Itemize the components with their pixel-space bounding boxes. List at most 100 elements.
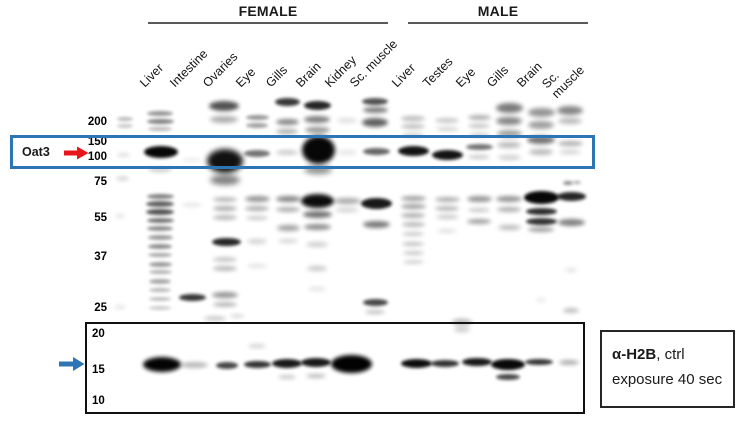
lane-label-male-brain: Brain [514, 59, 545, 90]
lower-blot-border [85, 322, 585, 414]
blot-band [466, 196, 492, 202]
blot-band [146, 217, 174, 223]
group-underline-female [148, 22, 388, 24]
blot-band [146, 118, 174, 124]
blot-band [454, 326, 470, 332]
blot-band [114, 214, 126, 218]
blot-band [180, 362, 208, 368]
blot-band [465, 144, 493, 150]
blot-band [307, 265, 327, 271]
blot-band [212, 292, 238, 298]
blot-band [304, 166, 332, 174]
blot-band [243, 360, 271, 368]
blot-band [330, 355, 372, 373]
blot-band [216, 361, 238, 369]
blot-band [496, 374, 520, 380]
blot-band [247, 238, 267, 244]
blot-band [148, 253, 172, 257]
blot-band [496, 196, 522, 202]
blot-band [468, 155, 490, 159]
blot-band [276, 149, 298, 155]
mw-marker-37: 37 [94, 251, 107, 263]
blot-band [178, 293, 206, 301]
blot-band [308, 287, 326, 291]
blot-band [146, 209, 174, 215]
group-underline-male [408, 22, 588, 24]
blot-band [497, 154, 521, 160]
oat3-band-label: Oat3 [22, 145, 50, 159]
blot-band [247, 264, 267, 268]
blot-band [306, 241, 328, 247]
blot-band [278, 375, 296, 379]
blot-band [563, 181, 573, 185]
blot-band [147, 234, 173, 240]
blot-band [246, 216, 268, 220]
blot-band [301, 136, 335, 164]
blot-band [213, 256, 237, 262]
caption-box: α-H2B, ctrl exposure 40 sec [600, 330, 735, 408]
blot-band [434, 196, 460, 202]
blot-band [149, 278, 171, 284]
blot-band [468, 124, 490, 128]
blot-band [559, 359, 579, 365]
blot-band [213, 301, 237, 307]
blot-band [528, 121, 554, 129]
lane-label-male-sc-muscle: Sc. muscle [539, 63, 587, 101]
lane-label-female-liver: Liver [137, 60, 167, 90]
blot-band [360, 197, 392, 209]
mw-marker-200: 200 [87, 116, 107, 128]
blot-band [362, 107, 388, 113]
blot-band [210, 115, 238, 123]
blot-band [435, 127, 459, 131]
mw-marker-20: 20 [92, 328, 105, 340]
blot-band [400, 195, 426, 201]
mw-marker-100: 100 [87, 151, 107, 163]
blot-band [362, 147, 390, 155]
blot-band [525, 359, 553, 365]
blot-band [437, 229, 457, 233]
blot-band [248, 344, 266, 348]
blot-band [207, 149, 243, 173]
blot-band [148, 127, 172, 131]
blot-band [148, 270, 172, 274]
blot-band [146, 193, 174, 199]
blot-band [525, 217, 557, 225]
group-header-male: MALE [477, 3, 519, 19]
lane-label-male-gills: Gills [484, 62, 512, 90]
blot-band [245, 114, 269, 120]
blot-band [182, 203, 202, 207]
blot-band [400, 203, 426, 209]
mw-marker-10: 10 [92, 395, 105, 407]
blot-band [302, 210, 332, 218]
blot-band [300, 194, 334, 208]
blot-band [529, 149, 553, 155]
blot-band [144, 146, 178, 158]
blot-band [211, 238, 241, 246]
blot-band [558, 118, 582, 124]
blot-band [115, 175, 129, 181]
blot-band [362, 220, 390, 228]
blot-band [365, 310, 385, 314]
blot-band [468, 208, 490, 212]
blot-band [559, 150, 581, 154]
caption-antibody: α-H2B [612, 346, 657, 363]
blot-band [400, 358, 432, 368]
blot-band [337, 149, 357, 155]
blot-band [333, 198, 361, 204]
blot-band [335, 208, 359, 212]
blot-band [303, 224, 331, 230]
blot-band [401, 212, 425, 218]
blot-band [213, 214, 237, 220]
blot-band [244, 196, 270, 202]
blot-band [573, 180, 581, 184]
blot-band [213, 265, 237, 271]
blot-band [209, 101, 239, 111]
blot-band [230, 314, 244, 318]
blot-band [401, 123, 425, 129]
blot-band [402, 251, 424, 255]
h2b-blue-arrow-icon [59, 357, 85, 371]
blot-band [431, 359, 459, 367]
blot-band [557, 105, 583, 115]
blot-band [210, 175, 240, 185]
